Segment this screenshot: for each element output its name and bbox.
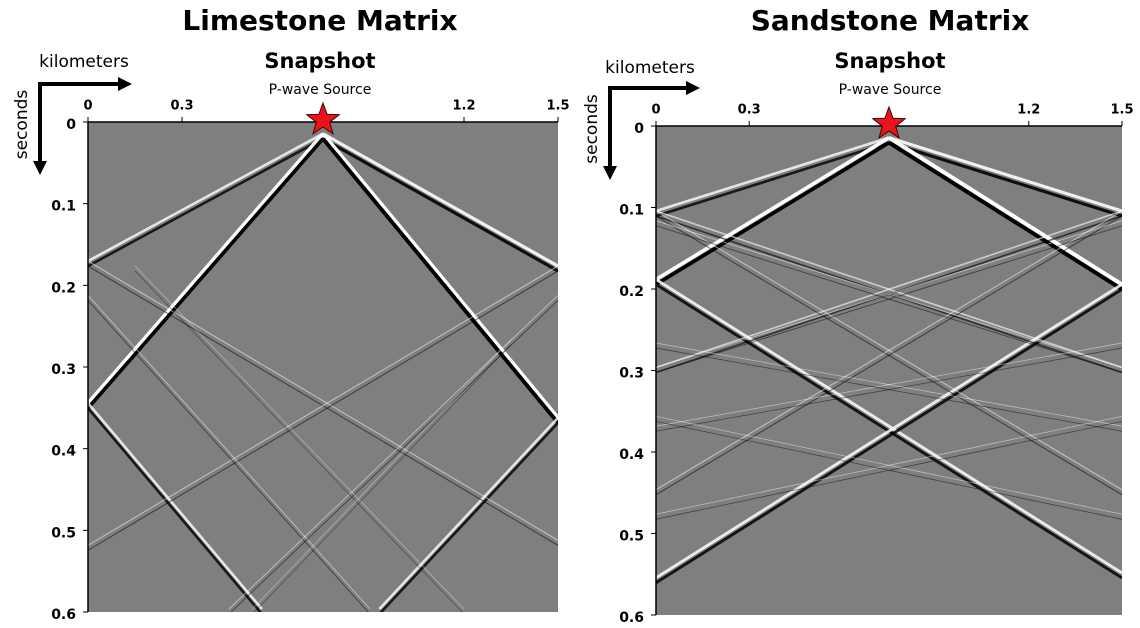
y-tick-label: 0.4	[619, 447, 644, 463]
panel-title: Sandstone Matrix	[751, 4, 1030, 37]
arrow-head	[118, 77, 132, 91]
x-tick-label: 0	[83, 99, 92, 114]
panel: Sandstone Matrix Snapshot P-wave Source kil…	[582, 4, 1134, 624]
arrow-head	[686, 81, 700, 95]
y-tick-label: 0.2	[51, 280, 76, 296]
y-axis-label: seconds	[582, 94, 602, 164]
panel-subtitle: Snapshot	[264, 49, 375, 73]
x-axis-label: kilometers	[39, 52, 129, 72]
x-tick-label: 0.3	[170, 99, 193, 114]
x-tick-label: 1.5	[546, 99, 569, 114]
y-tick-label: 0.6	[51, 607, 76, 623]
arrow-head	[603, 166, 617, 180]
figure: Limestone Matrix Snapshot P-wave Source kil…	[0, 0, 1140, 624]
arrow-head	[33, 161, 47, 175]
y-tick-label: 0	[66, 117, 76, 133]
source-label: P-wave Source	[269, 82, 372, 98]
x-axis-label: kilometers	[605, 58, 695, 78]
panel: Limestone Matrix Snapshot P-wave Source kil…	[12, 4, 570, 623]
y-tick-label: 0.3	[51, 362, 76, 378]
plot-area	[656, 126, 1122, 615]
x-tick-label: 1.2	[452, 99, 475, 114]
y-tick-label: 0.2	[619, 284, 644, 300]
y-tick-label: 0.3	[619, 366, 644, 382]
panel-title: Limestone Matrix	[182, 4, 457, 37]
x-tick-label: 0	[651, 103, 660, 118]
x-tick-label: 1.2	[1017, 103, 1040, 118]
y-tick-label: 0	[634, 121, 644, 137]
y-tick-label: 0.6	[619, 610, 644, 624]
y-tick-label: 0.5	[51, 525, 76, 541]
y-tick-label: 0.1	[619, 203, 644, 219]
y-tick-label: 0.5	[619, 529, 644, 545]
x-tick-label: 1.5	[1110, 103, 1133, 118]
page: Limestone Matrix Snapshot P-wave Source kil…	[0, 0, 1140, 628]
y-tick-label: 0.1	[51, 199, 76, 215]
y-axis-label: seconds	[12, 90, 32, 160]
source-label: P-wave Source	[839, 82, 942, 98]
panel-subtitle: Snapshot	[834, 49, 945, 73]
y-tick-label: 0.4	[51, 444, 76, 460]
x-tick-label: 0.3	[738, 103, 761, 118]
